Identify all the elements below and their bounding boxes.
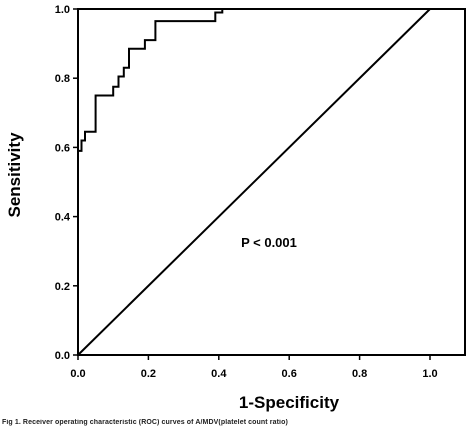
x-tick-label: 0.8 [352,368,367,380]
y-tick-label: 0.8 [55,73,70,85]
y-tick-label: 0.0 [55,350,70,362]
series-group [77,8,431,356]
p-value-annotation: P < 0.001 [241,235,297,250]
tick-labels: 0.0 0.2 0.4 0.6 0.8 1.0 0.0 0.2 0.4 0.6 0.8 1.0 [55,4,438,380]
x-axis-title: 1-Specificity [239,393,340,412]
plot-frame [77,8,466,356]
reference-diagonal-line [77,8,431,356]
y-tick-label: 0.6 [55,142,70,154]
x-tick-label: 0.2 [141,368,156,380]
x-tick-label: 0.4 [211,368,227,380]
y-tick-label: 1.0 [55,4,70,16]
y-tick-label: 0.2 [55,281,70,293]
y-axis-title: Sensitivity [5,132,24,218]
y-tick-label: 0.4 [55,212,71,224]
x-tick-label: 1.0 [422,368,437,380]
figure-caption: Fig 1. Receiver operating characteristic… [2,419,288,426]
axes [73,8,466,360]
x-tick-label: 0.6 [282,368,297,380]
x-tick-label: 0.0 [70,368,85,380]
roc-curve-line [77,8,430,355]
